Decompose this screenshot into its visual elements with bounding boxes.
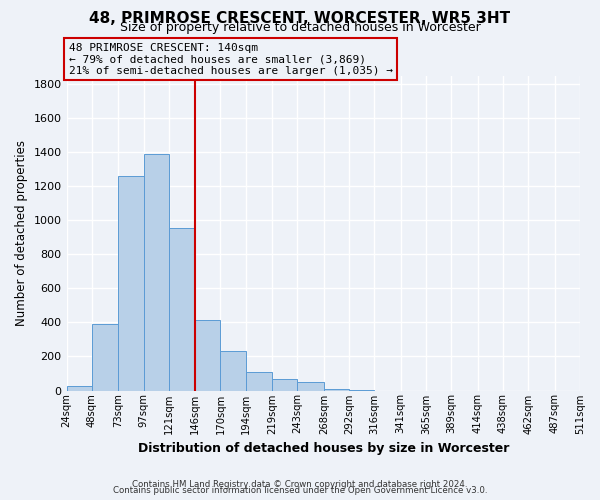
Bar [272, 379, 298, 390]
X-axis label: Distribution of detached houses by size in Worcester: Distribution of detached houses by size … [137, 442, 509, 455]
Bar [324, 389, 349, 390]
Text: 48, PRIMROSE CRESCENT, WORCESTER, WR5 3HT: 48, PRIMROSE CRESCENT, WORCESTER, WR5 3H… [89, 11, 511, 26]
Bar [220, 350, 246, 391]
Y-axis label: Number of detached properties: Number of detached properties [15, 140, 28, 326]
Text: Size of property relative to detached houses in Worcester: Size of property relative to detached ho… [119, 21, 481, 34]
Bar [67, 386, 92, 390]
Bar [298, 382, 324, 390]
Bar [195, 320, 220, 390]
Text: 48 PRIMROSE CRESCENT: 140sqm
← 79% of detached houses are smaller (3,869)
21% of: 48 PRIMROSE CRESCENT: 140sqm ← 79% of de… [68, 42, 392, 76]
Text: Contains HM Land Registry data © Crown copyright and database right 2024.: Contains HM Land Registry data © Crown c… [132, 480, 468, 489]
Bar [92, 324, 118, 390]
Bar [169, 228, 195, 390]
Bar [118, 176, 143, 390]
Bar [143, 154, 169, 390]
Text: Contains public sector information licensed under the Open Government Licence v3: Contains public sector information licen… [113, 486, 487, 495]
Bar [246, 372, 272, 390]
